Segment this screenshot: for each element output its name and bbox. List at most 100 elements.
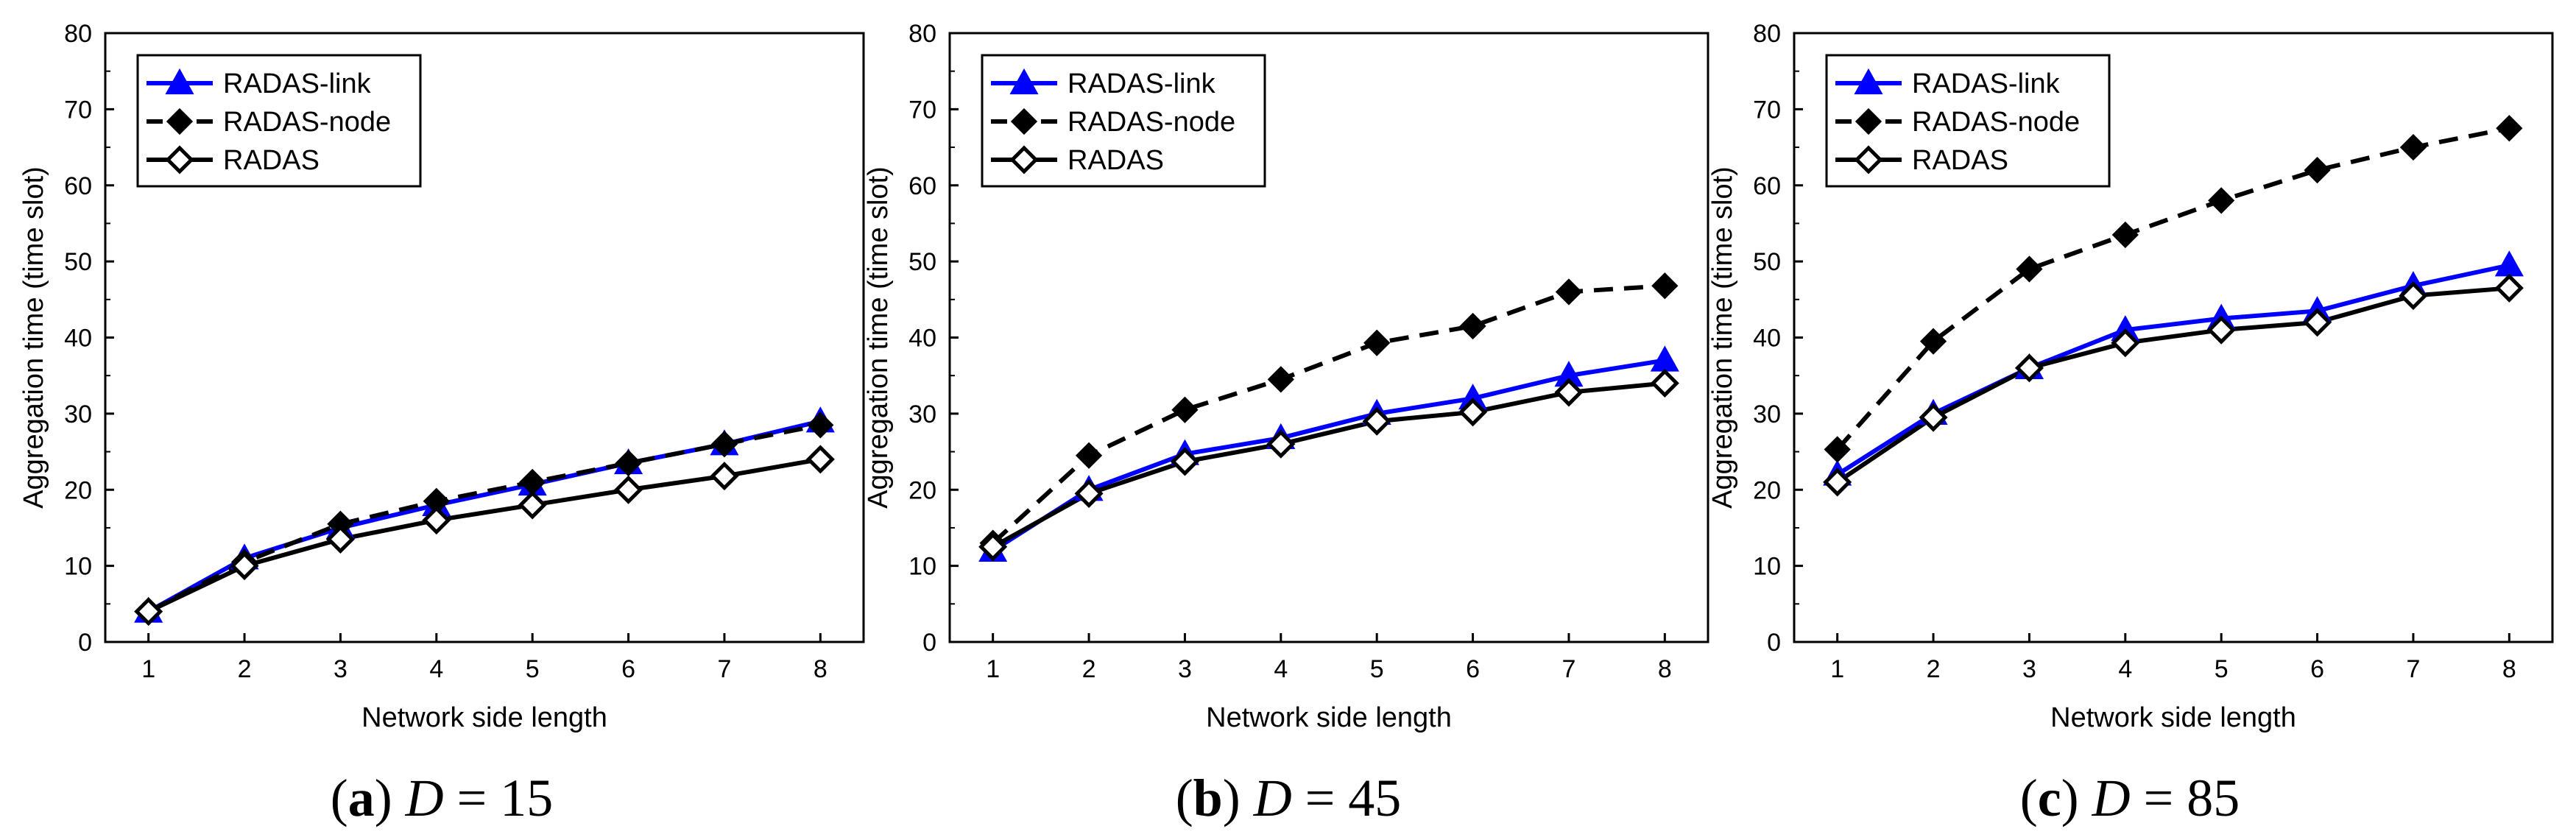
data-point-radas xyxy=(2111,328,2140,358)
caption-letter: (b) xyxy=(1176,769,1254,827)
x-tick-label: 8 xyxy=(1658,655,1672,683)
x-tick-label: 4 xyxy=(1274,655,1288,683)
data-point-radas xyxy=(422,506,451,535)
x-tick-label: 4 xyxy=(2118,655,2132,683)
x-tick-label: 8 xyxy=(2502,655,2516,683)
y-tick-label: 40 xyxy=(1753,325,1781,353)
x-tick-label: 3 xyxy=(334,655,347,683)
data-point-radas-node xyxy=(1363,329,1391,356)
legend-marker-radas xyxy=(165,145,194,174)
data-point-radas xyxy=(614,475,643,504)
y-tick-label: 40 xyxy=(908,325,936,353)
data-point-radas xyxy=(1458,398,1488,427)
x-tick-label: 7 xyxy=(2406,655,2420,683)
x-tick-label: 1 xyxy=(986,655,1000,683)
data-point-radas xyxy=(134,597,163,627)
data-point-radas-node xyxy=(1651,272,1679,300)
legend-marker-radas-link xyxy=(165,68,194,95)
data-point-radas xyxy=(2014,353,2044,383)
data-point-radas-node xyxy=(1824,436,1851,463)
x-tick-label: 5 xyxy=(1370,655,1384,683)
x-tick-label: 7 xyxy=(717,655,731,683)
data-point-radas-node xyxy=(1919,328,1947,355)
y-tick-label: 80 xyxy=(908,20,936,48)
data-point-radas-node xyxy=(1459,312,1486,340)
data-point-radas xyxy=(1554,378,1584,407)
data-point-radas xyxy=(1650,368,1679,398)
x-axis-title: Network side length xyxy=(2050,702,2296,733)
y-tick-label: 50 xyxy=(1753,248,1781,276)
series-line-radas-link xyxy=(1836,263,2510,477)
series-line-radas-node xyxy=(1835,126,2510,451)
y-tick-label: 20 xyxy=(908,476,936,504)
legend-label: RADAS-node xyxy=(223,107,391,138)
caption-value: = 45 xyxy=(1292,769,1402,827)
x-tick-label: 8 xyxy=(814,655,828,683)
x-tick-label: 7 xyxy=(1562,655,1575,683)
series-line-radas-link xyxy=(992,358,1665,553)
chart-panel-1: 0 10 20 30 40 50 60 70 80 1 2 3 4 5 6 7 8 Network side le… xyxy=(18,20,865,733)
data-point-radas xyxy=(2399,281,2428,311)
data-point-radas-node xyxy=(1171,396,1199,423)
data-point-radas-node xyxy=(2208,187,2235,214)
x-tick-label: 1 xyxy=(1830,655,1844,683)
data-point-radas xyxy=(805,445,835,474)
chart-panel-2: 0 10 20 30 40 50 60 70 80 1 2 3 4 5 6 7 8 Network side le… xyxy=(863,20,1709,733)
legend-label: RADAS xyxy=(1912,145,2008,176)
series-line-radas-node xyxy=(147,423,821,614)
series-line-radas xyxy=(1835,286,2510,484)
y-axis-title: Aggregation time (time slot) xyxy=(18,166,49,509)
x-tick-label: 4 xyxy=(429,655,443,683)
panel-caption: (a) D = 15 xyxy=(331,769,554,827)
y-tick-label: 70 xyxy=(1753,96,1781,124)
y-tick-label: 60 xyxy=(1753,172,1781,200)
legend-label: RADAS-node xyxy=(1912,107,2080,138)
y-tick-label: 30 xyxy=(908,400,936,428)
caption-value: = 85 xyxy=(2131,769,2240,827)
legend-marker-radas-node xyxy=(1010,107,1038,135)
panel-caption: (b) D = 45 xyxy=(1176,769,1402,827)
legend-label: RADAS xyxy=(223,145,320,176)
y-tick-label: 10 xyxy=(908,553,936,581)
caption-letter: (a) xyxy=(331,769,406,827)
data-point-radas xyxy=(1170,447,1199,476)
legend-label: RADAS-link xyxy=(1068,68,1216,99)
y-tick-label: 0 xyxy=(78,629,92,657)
legend-label: RADAS-node xyxy=(1068,107,1235,138)
y-tick-label: 70 xyxy=(64,96,92,124)
legend-label: RADAS-link xyxy=(1912,68,2061,99)
x-tick-label: 5 xyxy=(2215,655,2229,683)
x-axis-title: Network side length xyxy=(1206,702,1452,733)
data-point-radas-node xyxy=(1075,442,1103,469)
y-tick-label: 30 xyxy=(1753,400,1781,428)
y-tick-label: 80 xyxy=(64,20,92,48)
x-tick-label: 2 xyxy=(1927,655,1941,683)
caption-value: = 15 xyxy=(444,769,554,827)
caption-variable: D xyxy=(1253,769,1292,827)
y-tick-label: 70 xyxy=(908,96,936,124)
x-tick-label: 6 xyxy=(621,655,635,683)
y-tick-label: 50 xyxy=(64,248,92,276)
x-tick-label: 1 xyxy=(141,655,155,683)
data-point-radas xyxy=(978,532,1008,562)
data-point-radas xyxy=(1919,403,1948,432)
y-tick-label: 20 xyxy=(64,476,92,504)
data-point-radas xyxy=(325,524,355,554)
chart-panel-3: 0 10 20 30 40 50 60 70 80 1 2 3 4 5 6 7 8 Network side le… xyxy=(1707,20,2554,733)
legend-marker-radas-node xyxy=(166,107,194,135)
x-tick-label: 3 xyxy=(1178,655,1192,683)
legend-marker-radas xyxy=(1854,145,1883,174)
y-tick-label: 0 xyxy=(1767,629,1781,657)
legend-marker-radas-link xyxy=(1009,68,1039,95)
x-tick-label: 6 xyxy=(2310,655,2324,683)
y-tick-label: 80 xyxy=(1753,20,1781,48)
y-tick-label: 50 xyxy=(908,248,936,276)
data-point-radas-node xyxy=(807,412,834,439)
data-point-radas-node xyxy=(1267,366,1294,393)
x-tick-label: 5 xyxy=(526,655,540,683)
data-point-radas xyxy=(1823,467,1852,497)
y-tick-label: 10 xyxy=(64,553,92,581)
data-point-radas-node xyxy=(2304,156,2331,184)
legend-label: RADAS xyxy=(1068,145,1164,176)
data-point-radas xyxy=(230,551,259,581)
